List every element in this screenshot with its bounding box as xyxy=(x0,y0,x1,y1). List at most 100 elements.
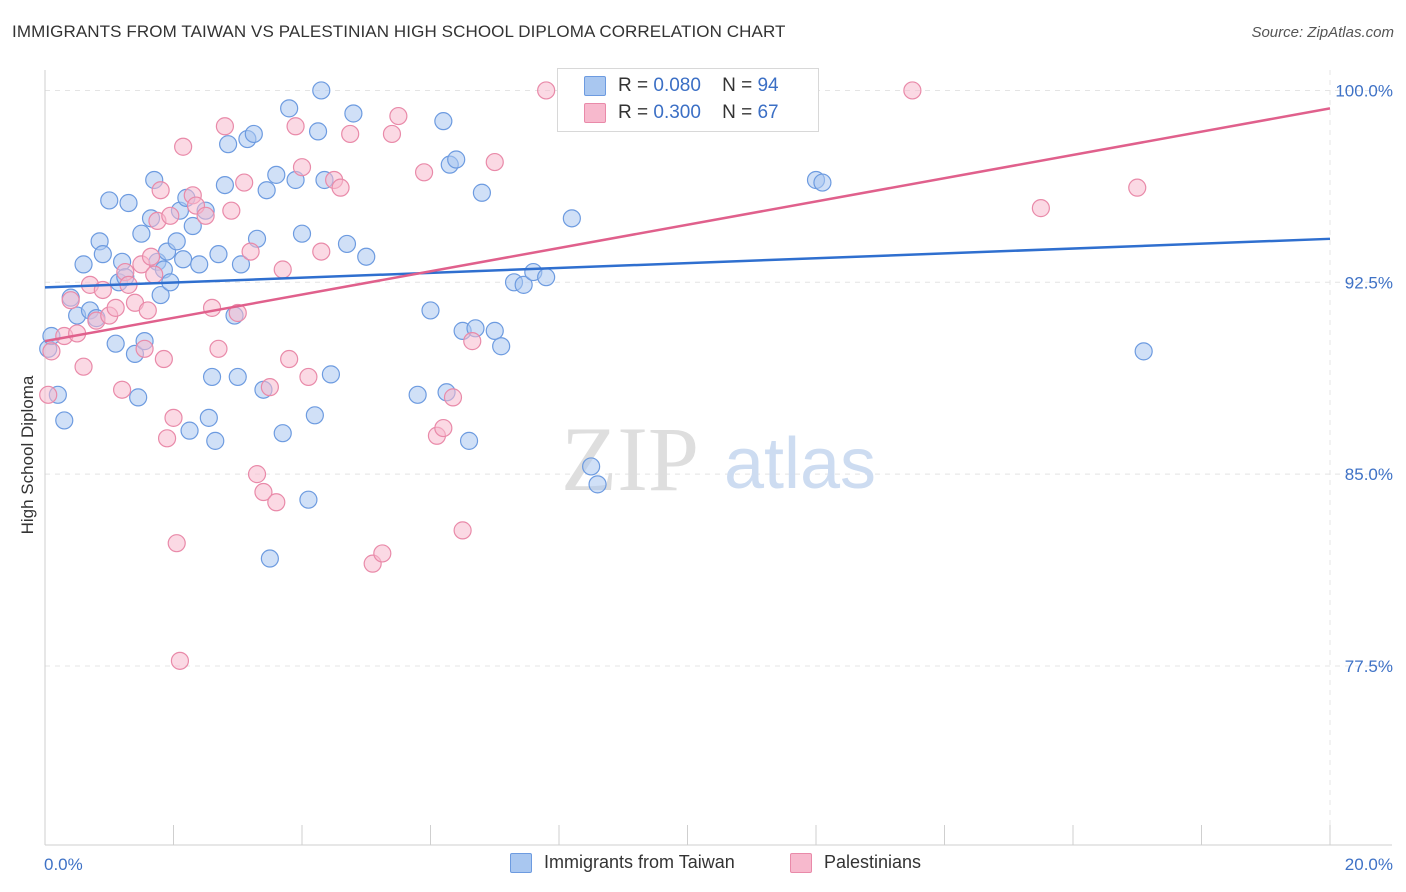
data-point xyxy=(312,242,331,261)
data-point xyxy=(174,137,193,156)
data-point xyxy=(145,265,164,284)
data-point xyxy=(286,117,305,136)
data-point xyxy=(463,332,482,351)
data-point xyxy=(292,224,312,243)
data-point xyxy=(199,408,218,427)
data-point xyxy=(280,99,299,118)
data-point xyxy=(485,321,504,340)
source-label: Source: ZipAtlas.com xyxy=(1251,24,1394,41)
data-point xyxy=(202,367,222,387)
data-point xyxy=(472,183,491,202)
data-point xyxy=(257,181,276,200)
data-point xyxy=(209,339,228,358)
data-point xyxy=(434,418,453,438)
trend-lines xyxy=(44,107,1331,343)
watermark: ZIP atlas xyxy=(561,408,876,510)
data-point xyxy=(154,349,173,369)
data-point xyxy=(273,424,292,443)
data-point xyxy=(119,193,138,213)
data-point xyxy=(453,521,472,540)
data-point xyxy=(215,175,234,195)
data-point xyxy=(582,457,601,476)
data-point xyxy=(421,301,440,320)
data-point xyxy=(813,173,832,192)
data-point xyxy=(222,201,241,220)
data-point xyxy=(537,268,556,287)
x-tick-label: 0.0% xyxy=(44,855,83,874)
data-point xyxy=(183,216,202,236)
r-value: 0.080 xyxy=(653,75,701,96)
data-point xyxy=(161,206,180,225)
data-point xyxy=(244,124,263,144)
data-point xyxy=(129,388,148,407)
data-point xyxy=(93,245,112,264)
data-point xyxy=(112,380,132,399)
n-value: 67 xyxy=(757,102,779,123)
gridlines xyxy=(45,70,1390,845)
y-tick-labels: 77.5% 85.0% 92.5% 100.0% xyxy=(1335,81,1393,675)
y-tick-label: 77.5% xyxy=(1345,657,1393,676)
data-point xyxy=(157,429,177,448)
data-point xyxy=(202,298,222,317)
y-tick-label: 100.0% xyxy=(1335,81,1393,100)
stats-row-taiwan: R = 0.080 N = 94 xyxy=(584,73,779,99)
data-point xyxy=(106,334,125,353)
series-palestinians-points xyxy=(39,81,1147,670)
data-point xyxy=(151,181,170,200)
data-point xyxy=(247,465,267,484)
data-point xyxy=(55,411,74,430)
r-label: R = xyxy=(618,75,649,96)
y-tick-label: 92.5% xyxy=(1345,273,1393,292)
data-point xyxy=(219,135,238,154)
data-point xyxy=(170,651,190,670)
n-label: N = xyxy=(722,75,753,96)
watermark-atlas: atlas xyxy=(724,424,876,504)
data-point xyxy=(305,406,324,425)
legend-item-taiwan[interactable]: Immigrants from Taiwan xyxy=(510,852,735,873)
data-point xyxy=(903,81,922,100)
x-tick-label: 20.0% xyxy=(1345,855,1393,874)
data-point xyxy=(1134,342,1153,361)
data-point xyxy=(167,534,186,553)
data-point xyxy=(514,275,533,294)
data-point xyxy=(537,81,556,100)
data-point xyxy=(196,206,215,225)
data-point xyxy=(190,255,209,274)
trend-line xyxy=(44,107,1331,343)
data-point xyxy=(215,117,234,136)
data-point xyxy=(373,544,392,563)
data-point xyxy=(299,367,318,387)
trend-line xyxy=(44,237,1331,289)
data-point xyxy=(260,549,279,568)
data-point xyxy=(132,224,151,243)
data-point xyxy=(414,163,434,182)
data-point xyxy=(235,173,254,192)
data-point xyxy=(61,291,80,310)
data-point xyxy=(459,431,479,450)
data-point xyxy=(228,367,247,387)
data-point xyxy=(588,475,607,494)
legend-item-palestinians[interactable]: Palestinians xyxy=(790,852,921,873)
stats-legend: R = 0.080 N = 94 R = 0.300 N = 67 xyxy=(557,68,819,132)
data-point xyxy=(206,431,225,450)
data-point xyxy=(562,209,581,228)
data-point xyxy=(408,385,427,404)
y-axis-label: High School Diploma xyxy=(18,375,37,535)
data-point xyxy=(443,388,463,407)
data-point xyxy=(180,421,199,440)
data-point xyxy=(106,298,125,317)
data-point xyxy=(382,124,402,144)
x-tick-labels: 0.0% 20.0% xyxy=(44,855,1393,874)
legend-label-palestinians: Palestinians xyxy=(824,852,922,872)
data-point xyxy=(228,303,247,323)
watermark-zip: ZIP xyxy=(561,408,699,510)
r-label: R = xyxy=(618,102,649,123)
data-point xyxy=(135,339,154,358)
data-point xyxy=(389,106,408,126)
data-point xyxy=(260,378,279,397)
data-point xyxy=(209,245,228,264)
data-point xyxy=(231,255,251,274)
stats-row-palestinians: R = 0.300 N = 67 xyxy=(584,100,779,126)
axes xyxy=(44,70,1392,846)
